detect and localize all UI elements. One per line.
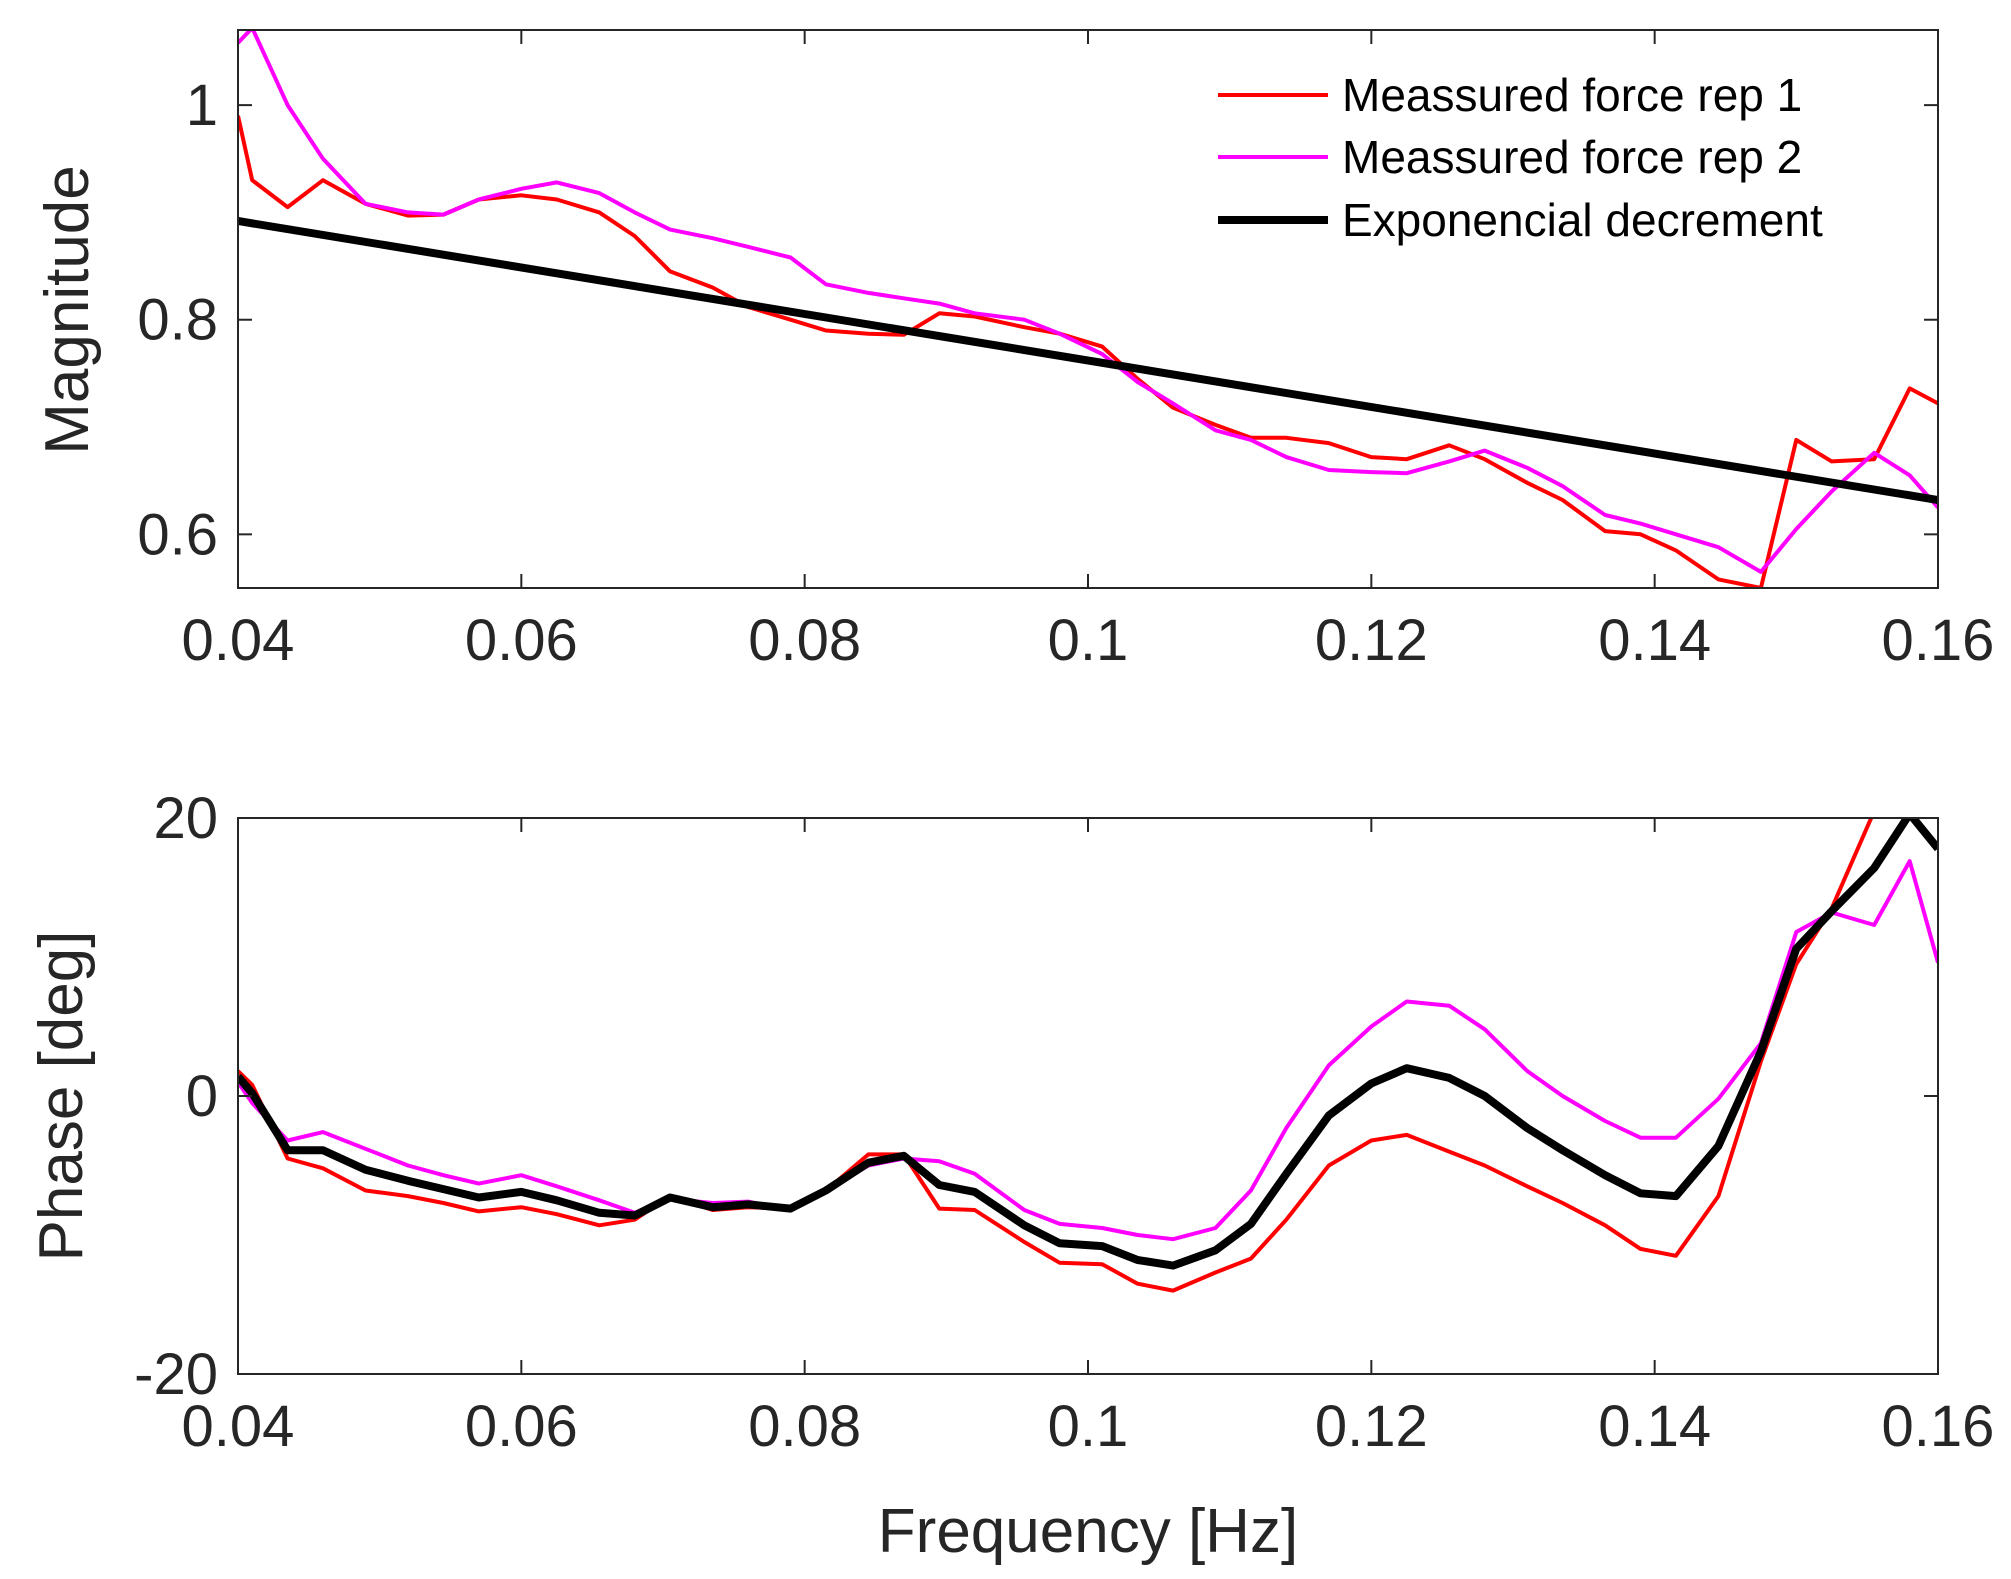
magnitude-xtick-label: 0.06 [465, 608, 578, 673]
phase-tick-layer: 0.04 0.06 0.08 0.1 0.12 0.14 0.16 -20 0 20 [134, 786, 1994, 1459]
magnitude-plot-area [238, 30, 1938, 588]
magnitude-line-meassured-force-rep-2 [238, 30, 1938, 574]
legend-label-rep2: Meassured force rep 2 [1342, 131, 1802, 183]
phase-line-average [238, 818, 1938, 1270]
phase-xlabel: Frequency [Hz] [878, 1497, 1298, 1566]
phase-xtick-label: 0.14 [1598, 1394, 1711, 1459]
magnitude-line-exponencial-decrement [238, 217, 1938, 504]
magnitude-plot: 0.04 0.06 0.08 0.1 0.12 0.14 0.16 0.6 0.8 1 Magni… [33, 29, 1994, 673]
magnitude-xtick-label: 0.16 [1882, 608, 1995, 673]
magnitude-ylabel: Magnitude [33, 165, 102, 455]
magnitude-xtick-label: 0.1 [1048, 608, 1129, 673]
phase-xtick-label: 0.04 [182, 1394, 295, 1459]
magnitude-ytick-label: 0.6 [137, 502, 218, 567]
magnitude-xtick-label: 0.12 [1315, 608, 1428, 673]
magnitude-ytick-label: 1 [186, 73, 218, 138]
legend-label-rep1: Meassured force rep 1 [1342, 69, 1802, 121]
phase-xtick-label: 0.12 [1315, 1394, 1428, 1459]
phase-xtick-label: 0.06 [465, 1394, 578, 1459]
phase-ylabel: Phase [deg] [27, 931, 96, 1262]
legend: Meassured force rep 1 Meassured force re… [1218, 69, 1823, 246]
magnitude-ytick-label: 0.8 [137, 288, 218, 353]
phase-line-meassured-force-rep-2 [238, 859, 1938, 1242]
phase-axes-box [237, 817, 1939, 1375]
phase-ytick-label: 0 [186, 1064, 218, 1129]
phase-plot-area [238, 818, 1938, 1374]
magnitude-axes-box [237, 29, 1939, 589]
phase-plot: 0.04 0.06 0.08 0.1 0.12 0.14 0.16 -20 0 20 Phase … [27, 786, 1994, 1566]
phase-xtick-label: 0.08 [748, 1394, 861, 1459]
magnitude-line-meassured-force-rep-1 [238, 115, 1938, 588]
phase-line-meassured-force-rep-1 [238, 818, 1874, 1293]
phase-xtick-label: 0.1 [1048, 1394, 1129, 1459]
magnitude-series-layer [238, 30, 1938, 588]
legend-label-exp: Exponencial decrement [1342, 194, 1823, 246]
magnitude-xtick-label: 0.14 [1598, 608, 1711, 673]
magnitude-xtick-label: 0.08 [748, 608, 861, 673]
phase-series-layer [238, 818, 1938, 1293]
phase-xtick-label: 0.16 [1882, 1394, 1995, 1459]
phase-ytick-label: -20 [134, 1342, 218, 1407]
magnitude-tick-layer: 0.04 0.06 0.08 0.1 0.12 0.14 0.16 0.6 0.8 1 [137, 30, 1994, 673]
phase-ytick-label: 20 [153, 786, 218, 851]
magnitude-xtick-label: 0.04 [182, 608, 295, 673]
